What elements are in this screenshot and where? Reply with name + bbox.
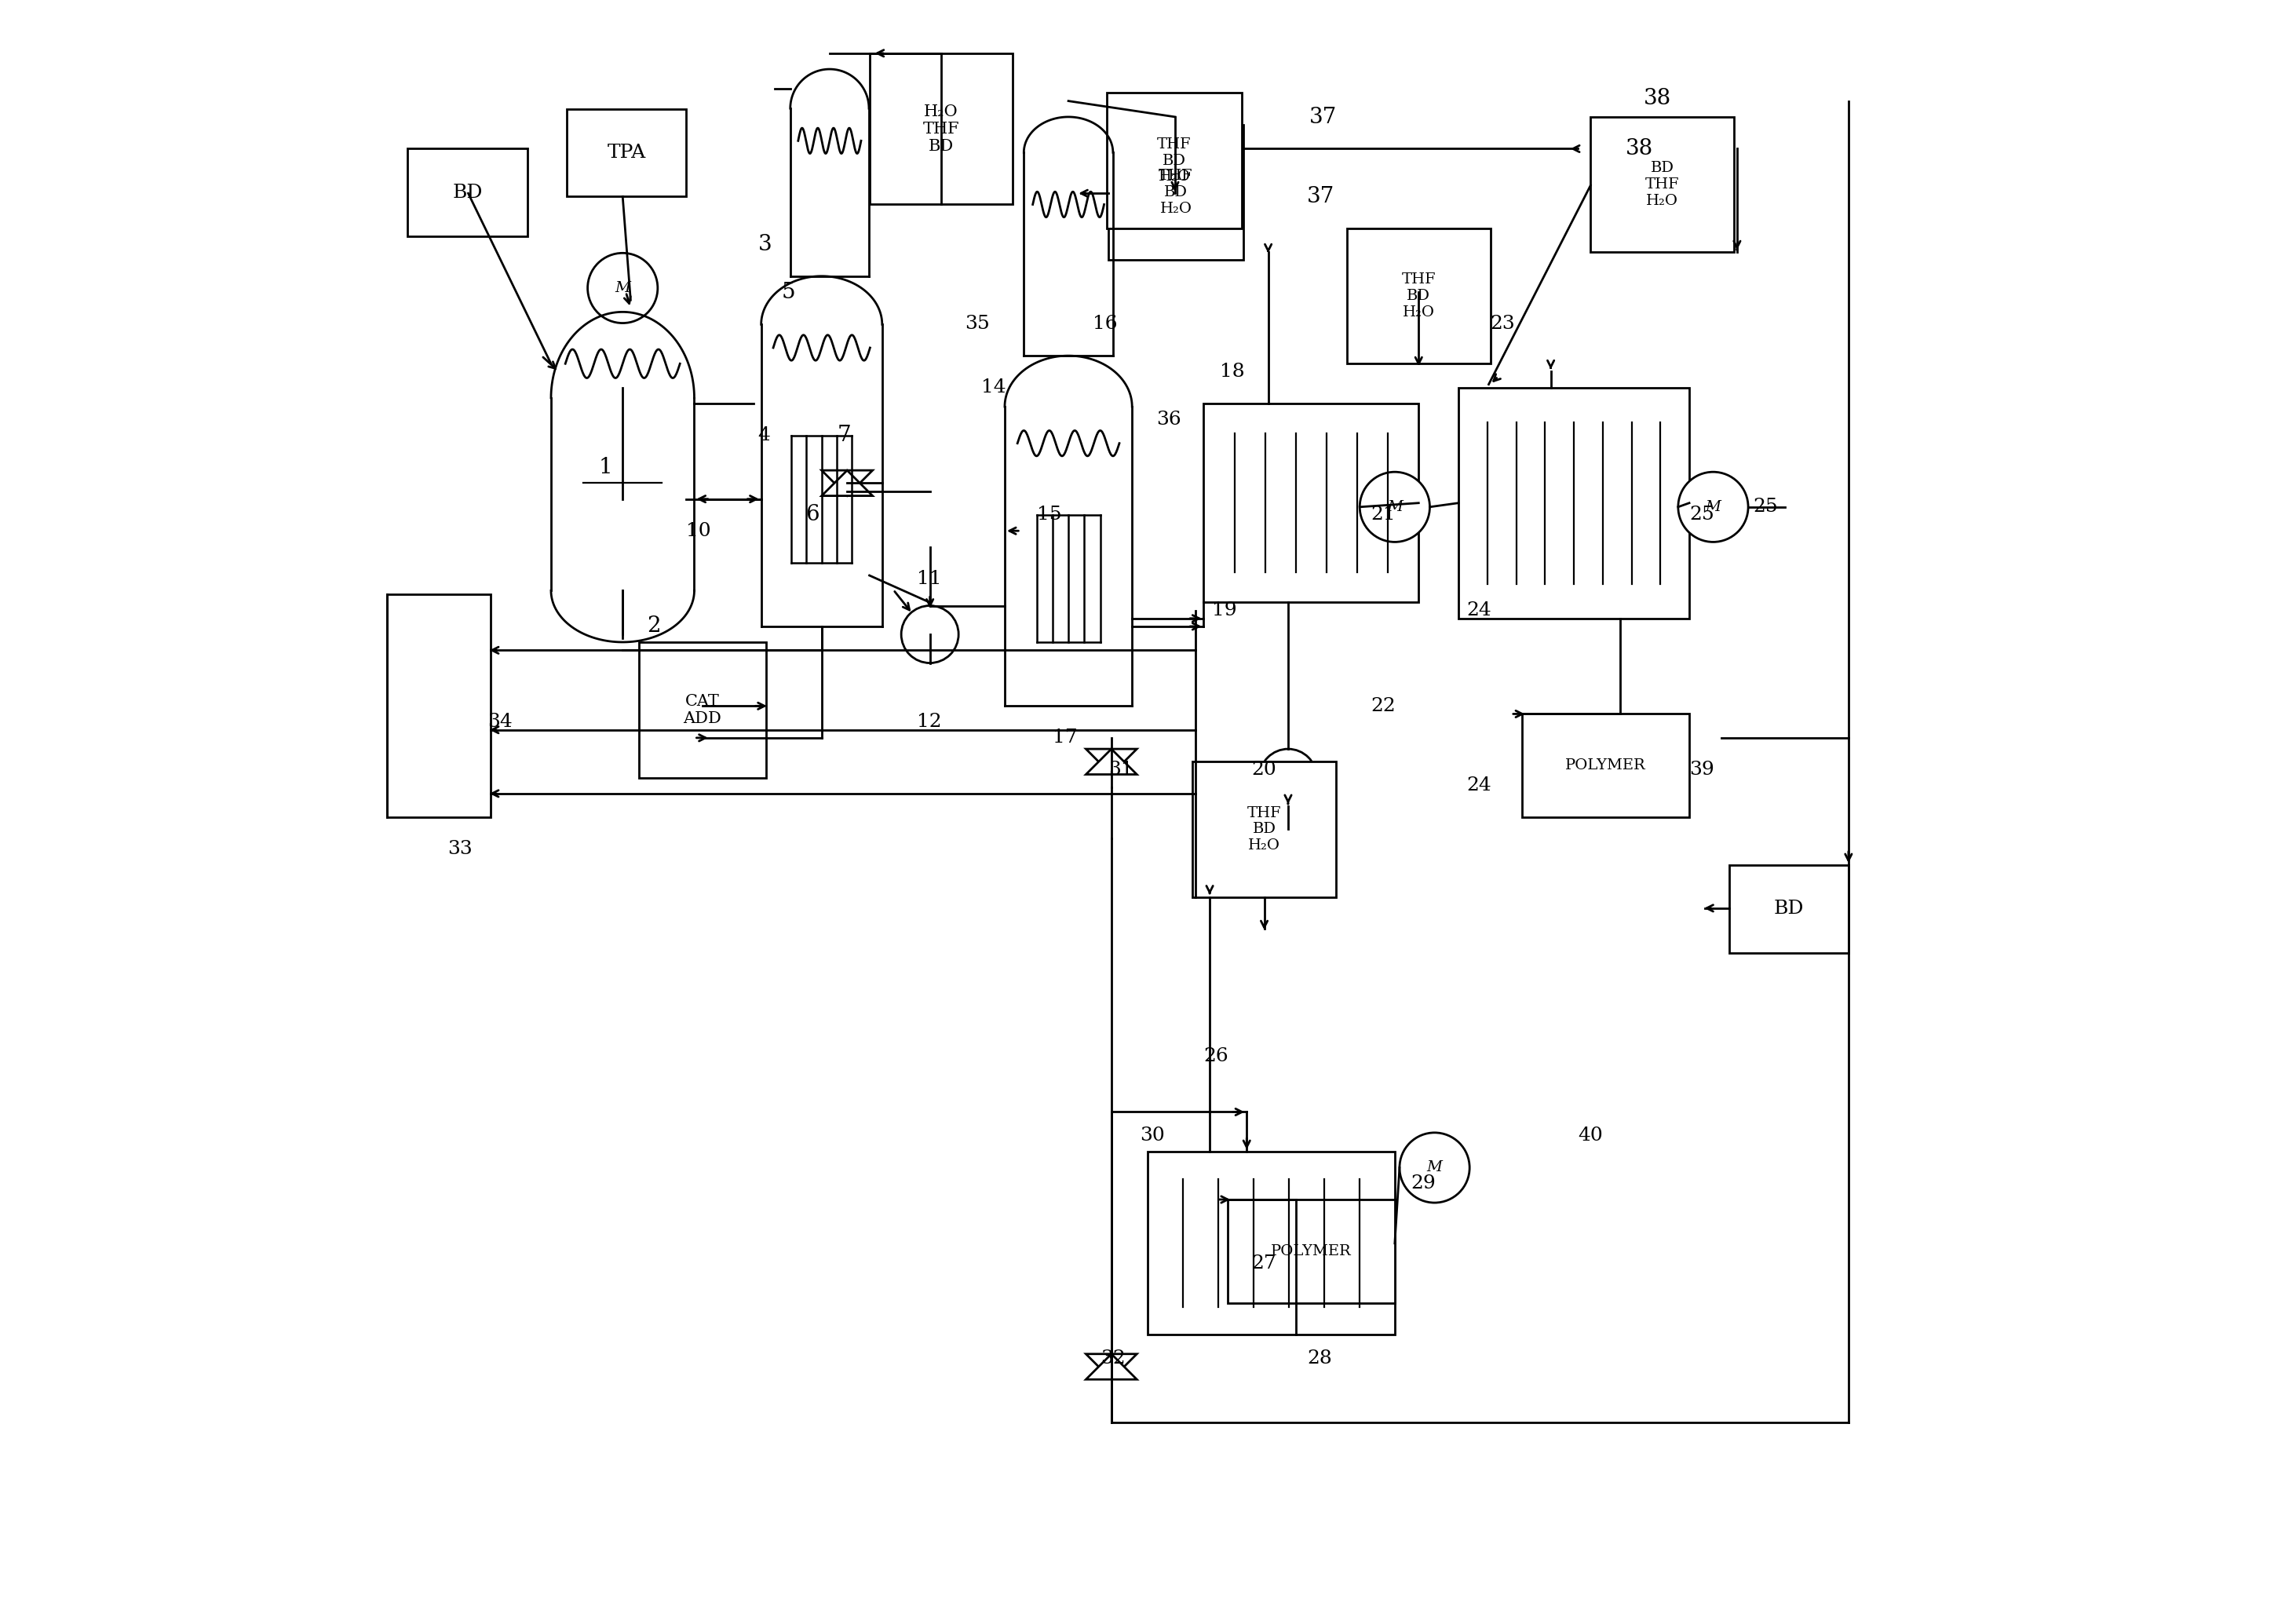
Text: 25: 25 <box>1752 499 1777 516</box>
Text: 10: 10 <box>687 523 712 540</box>
Bar <box>870 53 1013 205</box>
Text: 23: 23 <box>1490 314 1515 333</box>
Bar <box>1458 388 1690 619</box>
Bar <box>1148 1153 1394 1335</box>
Bar <box>1107 93 1242 228</box>
Text: 6: 6 <box>806 505 820 526</box>
Bar <box>1348 228 1490 364</box>
Text: 39: 39 <box>1690 761 1715 779</box>
Polygon shape <box>1086 749 1137 774</box>
Text: 15: 15 <box>1035 507 1061 524</box>
Text: 34: 34 <box>487 713 512 731</box>
Text: 30: 30 <box>1141 1127 1164 1145</box>
Text: THF
BD
H₂O: THF BD H₂O <box>1247 806 1281 853</box>
Polygon shape <box>822 470 872 495</box>
Text: THF
BD
H₂O: THF BD H₂O <box>1159 170 1194 216</box>
Text: 2: 2 <box>647 616 661 636</box>
Polygon shape <box>1086 1355 1137 1380</box>
Text: POLYMER: POLYMER <box>1566 758 1646 773</box>
Text: 18: 18 <box>1219 362 1244 380</box>
Text: 7: 7 <box>838 425 852 446</box>
Text: 3: 3 <box>758 234 771 255</box>
Text: THF
BD
H₂O: THF BD H₂O <box>1157 138 1192 184</box>
Text: 27: 27 <box>1251 1254 1277 1273</box>
Bar <box>409 149 528 236</box>
Text: M: M <box>615 281 631 295</box>
Text: 12: 12 <box>916 713 941 731</box>
Circle shape <box>1401 1133 1469 1202</box>
Text: 24: 24 <box>1467 776 1492 795</box>
Text: 37: 37 <box>1309 107 1336 128</box>
Text: 17: 17 <box>1052 729 1077 747</box>
Text: 4: 4 <box>758 426 771 444</box>
Circle shape <box>588 253 657 324</box>
Text: BD: BD <box>452 183 482 202</box>
Text: 19: 19 <box>1212 601 1238 619</box>
Text: 29: 29 <box>1410 1175 1435 1193</box>
Text: 26: 26 <box>1203 1047 1228 1066</box>
Text: 31: 31 <box>1109 761 1132 779</box>
Text: 22: 22 <box>1371 697 1396 715</box>
Text: THF
BD
H₂O: THF BD H₂O <box>1401 273 1435 319</box>
Text: 24: 24 <box>1467 601 1492 619</box>
Bar <box>1591 117 1733 252</box>
Polygon shape <box>822 470 872 495</box>
Text: CAT
ADD: CAT ADD <box>684 694 721 726</box>
Circle shape <box>1359 471 1430 542</box>
Text: 33: 33 <box>448 840 473 858</box>
Polygon shape <box>1086 1355 1137 1380</box>
Text: TPA: TPA <box>608 144 645 162</box>
Text: BD: BD <box>1775 899 1805 919</box>
Text: 20: 20 <box>1251 761 1277 779</box>
Text: POLYMER: POLYMER <box>1272 1244 1352 1258</box>
Text: BD
THF
H₂O: BD THF H₂O <box>1646 162 1678 208</box>
Bar <box>638 643 767 777</box>
Text: 32: 32 <box>1100 1350 1125 1367</box>
Text: M: M <box>1706 500 1722 515</box>
Text: 25: 25 <box>1690 507 1715 524</box>
Bar <box>1203 404 1419 603</box>
Text: 21: 21 <box>1371 507 1396 524</box>
Text: M: M <box>1426 1161 1442 1175</box>
Text: 36: 36 <box>1155 410 1180 428</box>
Bar <box>1729 866 1848 952</box>
Text: H₂O
THF
BD: H₂O THF BD <box>923 104 960 154</box>
Text: 28: 28 <box>1306 1350 1332 1367</box>
Circle shape <box>902 606 957 664</box>
Bar <box>1522 713 1690 818</box>
Text: 40: 40 <box>1577 1127 1603 1145</box>
Text: 14: 14 <box>980 378 1006 396</box>
Polygon shape <box>1086 749 1137 774</box>
Circle shape <box>1678 471 1747 542</box>
Bar <box>1228 1199 1394 1303</box>
Circle shape <box>1261 749 1316 806</box>
Bar <box>1109 125 1244 260</box>
Text: 37: 37 <box>1306 186 1334 207</box>
Text: 38: 38 <box>1644 88 1671 109</box>
Text: 5: 5 <box>783 282 797 303</box>
Bar <box>1192 761 1336 898</box>
Text: 16: 16 <box>1093 314 1118 333</box>
Text: 38: 38 <box>1626 138 1653 159</box>
Bar <box>388 595 491 818</box>
Text: 35: 35 <box>964 314 990 333</box>
Bar <box>567 109 687 197</box>
Text: M: M <box>1387 500 1403 515</box>
Text: 11: 11 <box>916 569 941 588</box>
Text: 1: 1 <box>599 457 613 478</box>
